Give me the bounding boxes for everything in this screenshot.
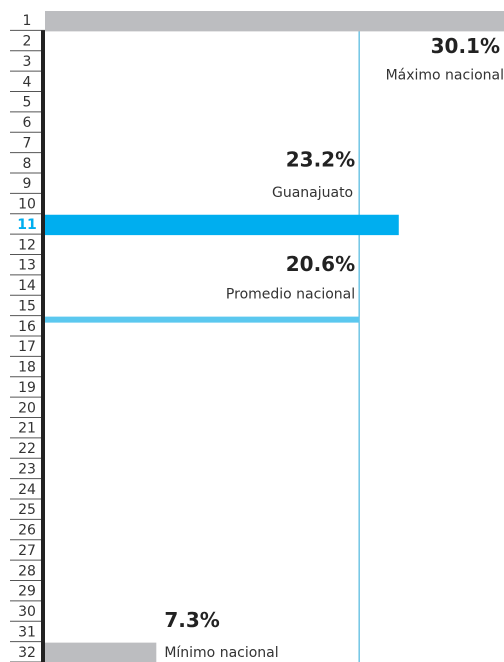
bar-label: Mínimo nacional	[164, 645, 278, 661]
average-label: Promedio nacional	[226, 287, 355, 303]
rank-label: 10	[18, 197, 36, 213]
axis-line	[41, 30, 45, 662]
rank-label: 11	[17, 217, 36, 233]
rank-label: 30	[18, 604, 36, 620]
rank-label: 15	[18, 298, 36, 314]
rank-label: 12	[18, 237, 36, 253]
rank-label: 32	[18, 645, 36, 661]
rank-label: 17	[18, 339, 36, 355]
bar-label: Guanajuato	[272, 185, 353, 201]
rank-label: 21	[18, 421, 36, 437]
rank-label: 7	[23, 135, 32, 151]
rank-label: 24	[18, 482, 36, 498]
average-value-label: 20.6%	[286, 252, 355, 276]
bar	[45, 642, 157, 662]
rank-label: 25	[18, 502, 36, 518]
bar	[45, 214, 399, 236]
rank-label: 4	[23, 74, 32, 90]
rank-label: 6	[23, 115, 32, 131]
rank-label: 9	[23, 176, 32, 192]
rank-label: 16	[18, 319, 36, 335]
bar	[45, 11, 504, 32]
value-label: 30.1%	[431, 34, 500, 58]
average-bar	[45, 316, 360, 323]
rank-label: 26	[18, 523, 36, 539]
rank-label: 13	[18, 258, 36, 274]
rank-label: 14	[18, 278, 36, 294]
rank-label: 20	[18, 400, 36, 416]
rank-label: 29	[18, 584, 36, 600]
value-label: 23.2%	[286, 147, 355, 171]
value-label: 7.3%	[164, 608, 219, 632]
rank-label: 28	[18, 563, 36, 579]
rank-label: 8	[23, 156, 32, 172]
rank-label: 5	[23, 95, 32, 111]
rank-label: 1	[23, 13, 32, 29]
rank-label: 31	[18, 624, 36, 640]
rank-label: 23	[18, 461, 36, 477]
rank-label: 3	[23, 54, 32, 70]
rank-label: 2	[23, 34, 32, 50]
rank-label: 22	[18, 441, 36, 457]
rank-label: 18	[18, 360, 36, 376]
rank-label: 19	[18, 380, 36, 396]
bar-label: Máximo nacional	[386, 67, 504, 83]
rank-label: 27	[18, 543, 36, 559]
